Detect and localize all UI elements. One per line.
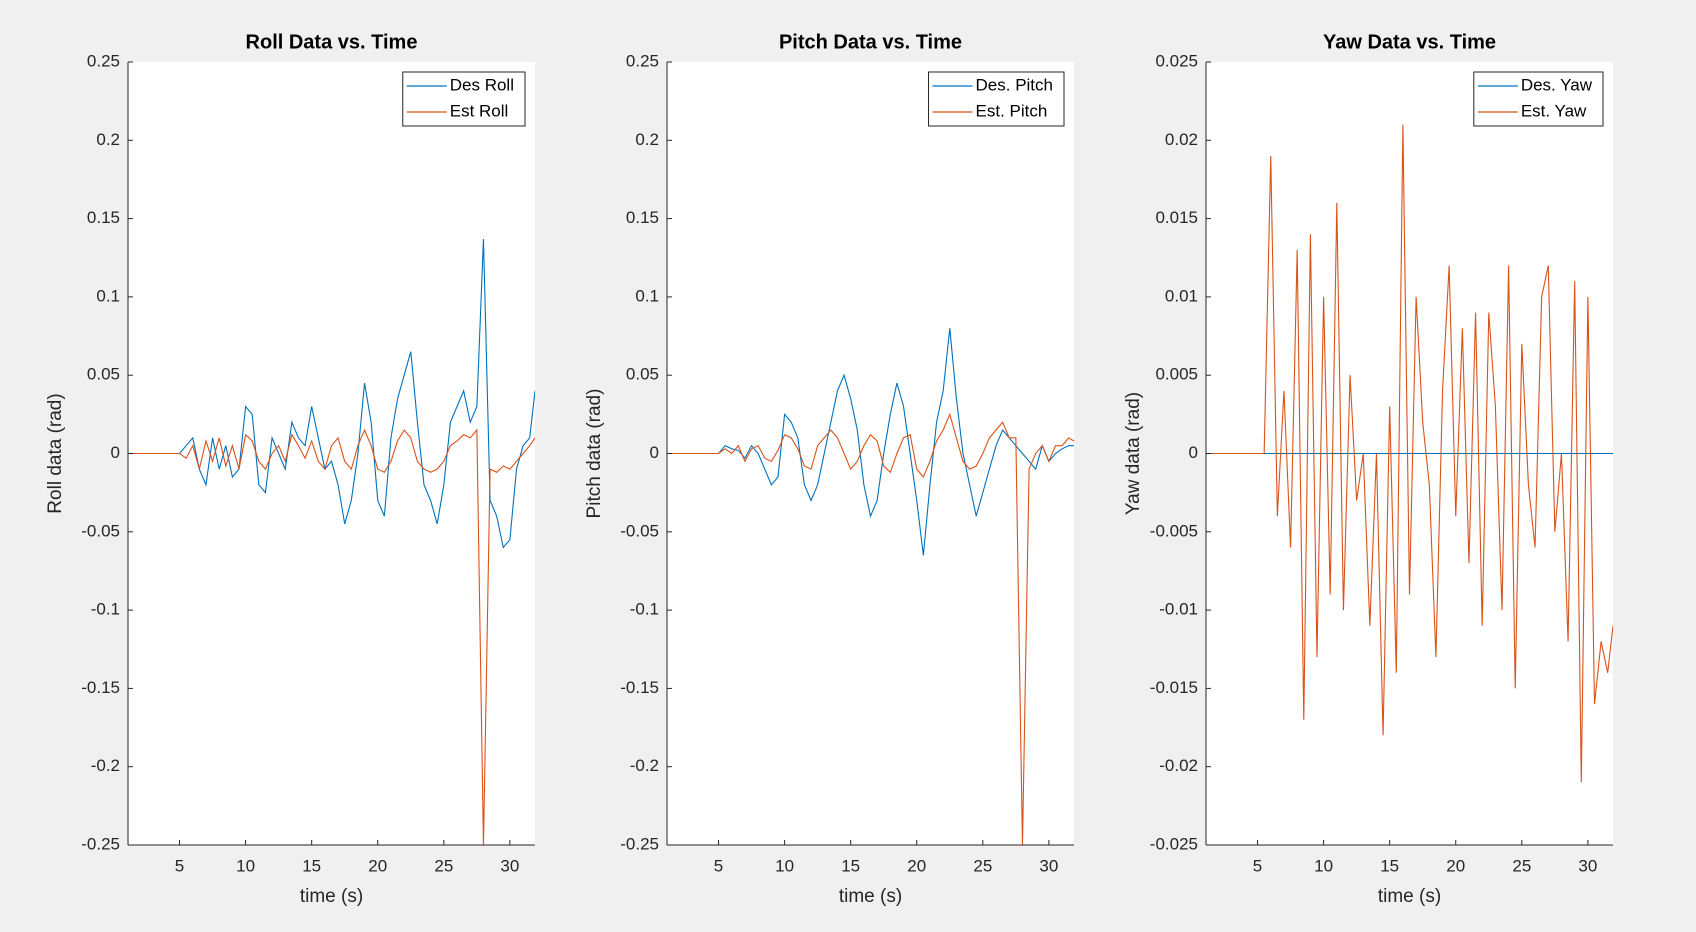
- x-tick-label: 5: [1253, 856, 1262, 875]
- x-tick-label: 30: [1578, 856, 1597, 875]
- axes: 0.25 0.2 0.15 0.1 0.05 0 -0.05 -0.1 -0.15 -0.2 -0.…: [584, 31, 1074, 907]
- legend-label: Est. Yaw: [1521, 101, 1587, 120]
- legend-box: [402, 71, 526, 127]
- x-tick-label: 25: [434, 856, 453, 875]
- y-tick-label: 0.02: [1165, 130, 1198, 149]
- y-tick-label: 0.2: [635, 130, 659, 149]
- legend-label: Des. Yaw: [1521, 75, 1593, 94]
- chart-title: Pitch Data vs. Time: [779, 31, 962, 53]
- plot-area: [667, 62, 1074, 845]
- x-tick-label: 25: [973, 856, 992, 875]
- y-tick-label: 0.05: [626, 365, 659, 384]
- x-tick-label: 30: [500, 856, 519, 875]
- data-line: [128, 238, 535, 549]
- y-tick-label: 0: [1189, 443, 1198, 462]
- y-tick-label: 0.025: [1155, 51, 1198, 70]
- x-axis-label: time (s): [839, 886, 902, 907]
- y-tick-label: -0.05: [620, 521, 659, 540]
- y-tick-label: -0.015: [1150, 678, 1198, 697]
- data-line: [128, 428, 535, 845]
- y-tick-label: -0.01: [1159, 600, 1198, 619]
- legend-box: [928, 71, 1065, 127]
- data-line: [1206, 124, 1613, 783]
- x-axis-label: time (s): [1378, 886, 1441, 907]
- y-tick-label: -0.2: [630, 756, 659, 775]
- y-tick-label: -0.25: [620, 834, 659, 853]
- x-tick-label: 5: [714, 856, 723, 875]
- x-tick-label: 10: [236, 856, 255, 875]
- y-tick-label: -0.15: [620, 678, 659, 697]
- y-tick-label: 0.015: [1155, 208, 1198, 227]
- y-tick-label: -0.25: [81, 834, 120, 853]
- y-tick-label: -0.005: [1150, 521, 1198, 540]
- legend-label: Est Roll: [450, 101, 509, 120]
- chart-title: Yaw Data vs. Time: [1323, 31, 1496, 53]
- y-tick-label: 0.01: [1165, 286, 1198, 305]
- y-tick-label: -0.15: [81, 678, 120, 697]
- y-tick-label: -0.2: [91, 756, 120, 775]
- legend-box: [1473, 71, 1604, 127]
- legend-label: Est. Pitch: [976, 101, 1048, 120]
- x-tick-label: 20: [1446, 856, 1465, 875]
- y-tick-label: 0.005: [1155, 365, 1198, 384]
- y-tick-label: 0.1: [96, 286, 120, 305]
- x-tick-label: 5: [175, 856, 184, 875]
- legend: Des. Yaw Est. Yaw: [1473, 71, 1604, 127]
- y-tick-label: 0.05: [87, 365, 120, 384]
- x-axis-label: time (s): [300, 886, 363, 907]
- y-tick-label: -0.05: [81, 521, 120, 540]
- x-tick-label: 20: [907, 856, 926, 875]
- y-tick-label: -0.025: [1150, 834, 1198, 853]
- legend-label: Des. Pitch: [976, 75, 1053, 94]
- legend: Des. Pitch Est. Pitch: [928, 71, 1065, 127]
- x-tick-label: 15: [841, 856, 860, 875]
- axes: 0.25 0.2 0.15 0.1 0.05 0 -0.05 -0.1 -0.15 -0.2 -0.…: [45, 31, 535, 907]
- legend: Des Roll Est Roll: [402, 71, 526, 127]
- y-tick-label: 0.15: [626, 208, 659, 227]
- axes: 0.025 0.02 0.015 0.01 0.005 0 -0.005 -0.01 -0.01…: [1123, 31, 1613, 907]
- plot-lines: [128, 238, 535, 845]
- x-tick-label: 10: [1314, 856, 1333, 875]
- chart-title: Roll Data vs. Time: [246, 31, 418, 53]
- x-tick-label: 15: [1380, 856, 1399, 875]
- y-axis-label: Yaw data (rad): [1123, 392, 1144, 515]
- y-tick-label: 0: [650, 443, 659, 462]
- plot-lines: [667, 328, 1074, 845]
- y-tick-label: 0.1: [635, 286, 659, 305]
- x-tick-label: 25: [1512, 856, 1531, 875]
- x-tick-label: 10: [775, 856, 794, 875]
- data-line: [667, 328, 1074, 556]
- x-tick-label: 20: [368, 856, 387, 875]
- x-tick-label: 15: [302, 856, 321, 875]
- y-tick-label: 0: [111, 443, 120, 462]
- y-tick-label: -0.1: [630, 600, 659, 619]
- y-tick-label: 0.2: [96, 130, 120, 149]
- plot-lines: [1206, 124, 1613, 783]
- y-tick-label: 0.25: [87, 51, 120, 70]
- x-tick-label: 30: [1039, 856, 1058, 875]
- y-tick-label: 0.15: [87, 208, 120, 227]
- y-tick-label: -0.1: [91, 600, 120, 619]
- y-tick-label: -0.02: [1159, 756, 1198, 775]
- data-line: [667, 412, 1074, 845]
- y-axis-label: Roll data (rad): [45, 393, 66, 513]
- y-tick-label: 0.25: [626, 51, 659, 70]
- y-axis-label: Pitch data (rad): [584, 389, 605, 519]
- legend-label: Des Roll: [450, 75, 514, 94]
